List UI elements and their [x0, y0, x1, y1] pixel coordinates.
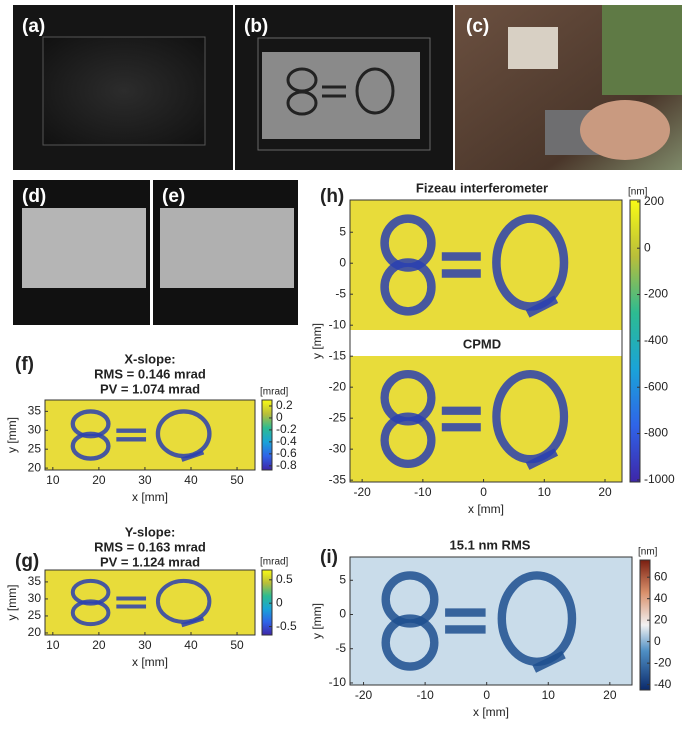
colorbar-tick-label: -0.5 — [276, 619, 297, 633]
colorbar-tick-label: 20 — [654, 612, 668, 626]
colorbar-tick-label: 60 — [654, 569, 668, 583]
heatmap-chart: (h) Fizeau interferometer CPMD -20 -10 0 10 20 5… — [310, 180, 675, 516]
colorbar-tick-label: -40 — [654, 677, 672, 691]
colorbar — [262, 400, 272, 470]
x-tick-label: 20 — [598, 485, 612, 499]
colorbar-unit: [mrad] — [260, 387, 289, 398]
y-tick-label: 20 — [28, 460, 42, 474]
chart-title: Fizeau interferometer — [416, 180, 548, 195]
panel-label: (d) — [22, 186, 46, 207]
panel-label: (b) — [244, 16, 268, 37]
y-tick-label: 20 — [28, 625, 42, 639]
x-tick-label: 30 — [138, 473, 152, 487]
colorbar-tick-label: 0 — [654, 634, 661, 648]
y-tick-label: 35 — [28, 574, 42, 588]
y-tick-label: -25 — [329, 410, 347, 424]
chart-title: X-slope: — [124, 351, 175, 366]
y-tick-label: -5 — [335, 641, 346, 655]
panel-label: (a) — [22, 16, 45, 37]
x-tick-label: -10 — [414, 485, 432, 499]
x-tick-label: 50 — [230, 638, 244, 652]
heatmap-chart: (i) 15.1 nm RMS -20 -10 0 10 20 5 0 -5 -10 x [mm] y … — [310, 537, 671, 719]
x-axis-label: x [mm] — [132, 655, 168, 669]
panel-label: (f) — [15, 354, 34, 375]
y-tick-label: 5 — [339, 572, 346, 586]
y-axis-label: y [mm] — [5, 585, 19, 621]
x-tick-label: 40 — [184, 638, 198, 652]
x-tick-label: 0 — [483, 688, 490, 702]
panel-label: (g) — [15, 551, 39, 572]
colorbar-tick-label: -1000 — [644, 472, 675, 486]
panel-label: (c) — [466, 16, 489, 37]
colorbar-tick-label: -20 — [654, 655, 672, 669]
x-tick-label: 10 — [542, 688, 556, 702]
x-tick-label: -10 — [416, 688, 434, 702]
y-tick-label: 0 — [339, 607, 346, 621]
y-tick-label: -35 — [329, 472, 347, 486]
x-tick-label: 20 — [92, 638, 106, 652]
x-tick-label: 20 — [92, 473, 106, 487]
x-tick-label: 10 — [538, 485, 552, 499]
y-tick-label: 30 — [28, 591, 42, 605]
colorbar-unit: [nm] — [638, 547, 658, 558]
chart-title: RMS = 0.146 mrad — [94, 366, 206, 381]
chart-title: 15.1 nm RMS — [450, 537, 531, 552]
colorbar — [640, 560, 650, 690]
y-tick-label: 25 — [28, 608, 42, 622]
colorbar-tick-label: 0.5 — [276, 572, 293, 586]
y-axis-label: y [mm] — [5, 417, 19, 453]
chart-title: Y-slope: — [125, 524, 176, 539]
chart-title: PV = 1.074 mrad — [100, 381, 200, 396]
x-tick-label: 10 — [46, 473, 60, 487]
y-tick-label: -5 — [335, 286, 346, 300]
x-axis-label: x [mm] — [468, 502, 504, 516]
x-axis-label: x [mm] — [132, 490, 168, 504]
panel-label: (i) — [320, 547, 338, 568]
colorbar-tick-label: 0 — [276, 595, 283, 609]
colorbar-tick-label: 40 — [654, 591, 668, 605]
y-tick-label: 25 — [28, 441, 42, 455]
panel-label: (e) — [162, 186, 185, 207]
photo-a — [13, 5, 233, 170]
y-tick-label: 35 — [28, 404, 42, 418]
x-tick-label: 20 — [603, 688, 617, 702]
x-tick-label: 10 — [46, 638, 60, 652]
y-tick-label: 30 — [28, 422, 42, 436]
x-tick-label: -20 — [353, 485, 371, 499]
x-tick-label: 30 — [138, 638, 152, 652]
chart-title: CPMD — [463, 336, 501, 351]
y-tick-label: -10 — [329, 317, 347, 331]
colorbar-tick-label: -200 — [644, 287, 668, 301]
colorbar-tick-label: -0.8 — [276, 458, 297, 472]
heatmap-image — [45, 570, 255, 635]
x-tick-label: -20 — [355, 688, 373, 702]
y-tick-label: 5 — [339, 224, 346, 238]
x-tick-label: 50 — [230, 473, 244, 487]
figure: (a) (b) (c) (d) (e) (f) X-slope:RMS = 0.146 mr… — [0, 0, 688, 731]
panel-label: (h) — [320, 186, 344, 207]
colorbar-tick-label: -600 — [644, 379, 668, 393]
colorbar-tick-label: -800 — [644, 426, 668, 440]
chart-title: PV = 1.124 mrad — [100, 554, 200, 569]
x-axis-label: x [mm] — [473, 705, 509, 719]
x-tick-label: 40 — [184, 473, 198, 487]
y-tick-label: -30 — [329, 441, 347, 455]
chart-title: RMS = 0.163 mrad — [94, 539, 206, 554]
colorbar-unit: [mrad] — [260, 557, 289, 568]
colorbar-tick-label: 200 — [644, 194, 664, 208]
colorbar-tick-label: 0 — [644, 240, 651, 254]
y-tick-label: -10 — [329, 675, 347, 689]
y-tick-label: -20 — [329, 379, 347, 393]
y-axis-label: y [mm] — [310, 603, 324, 639]
y-axis-label: y [mm] — [310, 323, 324, 359]
y-tick-label: 0 — [339, 255, 346, 269]
colorbar-tick-label: -400 — [644, 333, 668, 347]
heatmap-image — [45, 400, 255, 470]
x-tick-label: 0 — [480, 485, 487, 499]
y-tick-label: -15 — [329, 348, 347, 362]
